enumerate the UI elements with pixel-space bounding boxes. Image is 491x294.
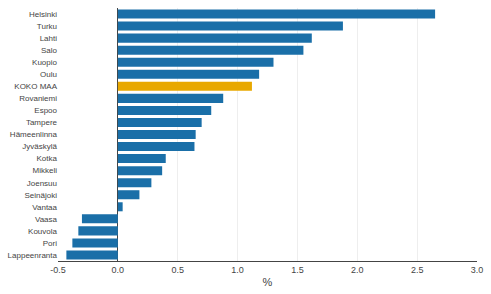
svg-text:-0.5: -0.5 [50, 265, 66, 275]
svg-text:Oulu: Oulu [40, 70, 57, 79]
svg-text:%: % [263, 276, 273, 288]
svg-text:Lahti: Lahti [40, 34, 58, 43]
svg-text:Joensuu: Joensuu [27, 178, 57, 187]
svg-text:1.5: 1.5 [291, 265, 304, 275]
svg-text:2.0: 2.0 [351, 265, 364, 275]
svg-text:Kouvola: Kouvola [28, 227, 57, 236]
svg-text:Hämeenlinna: Hämeenlinna [10, 130, 58, 139]
svg-text:Turku: Turku [37, 22, 57, 31]
svg-text:Jyväskylä: Jyväskylä [22, 142, 57, 151]
svg-text:Vantaa: Vantaa [32, 203, 57, 212]
svg-text:Mikkeli: Mikkeli [33, 166, 58, 175]
svg-text:2.5: 2.5 [411, 265, 424, 275]
svg-text:Helsinki: Helsinki [29, 10, 57, 19]
svg-text:Tampere: Tampere [26, 118, 58, 127]
svg-text:0.0: 0.0 [112, 265, 125, 275]
svg-text:Pori: Pori [43, 239, 57, 248]
svg-text:Espoo: Espoo [34, 106, 57, 115]
svg-text:Seinäjoki: Seinäjoki [25, 191, 58, 200]
svg-text:Kotka: Kotka [37, 154, 58, 163]
svg-text:Salo: Salo [41, 46, 58, 55]
svg-text:Kuopio: Kuopio [32, 58, 57, 67]
svg-text:Vaasa: Vaasa [35, 215, 58, 224]
svg-text:Rovaniemi: Rovaniemi [19, 94, 57, 103]
svg-text:0.5: 0.5 [171, 265, 184, 275]
svg-text:1.0: 1.0 [231, 265, 244, 275]
svg-text:3.0: 3.0 [471, 265, 484, 275]
svg-text:KOKO MAA: KOKO MAA [14, 82, 57, 91]
svg-text:Lappeenranta: Lappeenranta [8, 251, 58, 260]
